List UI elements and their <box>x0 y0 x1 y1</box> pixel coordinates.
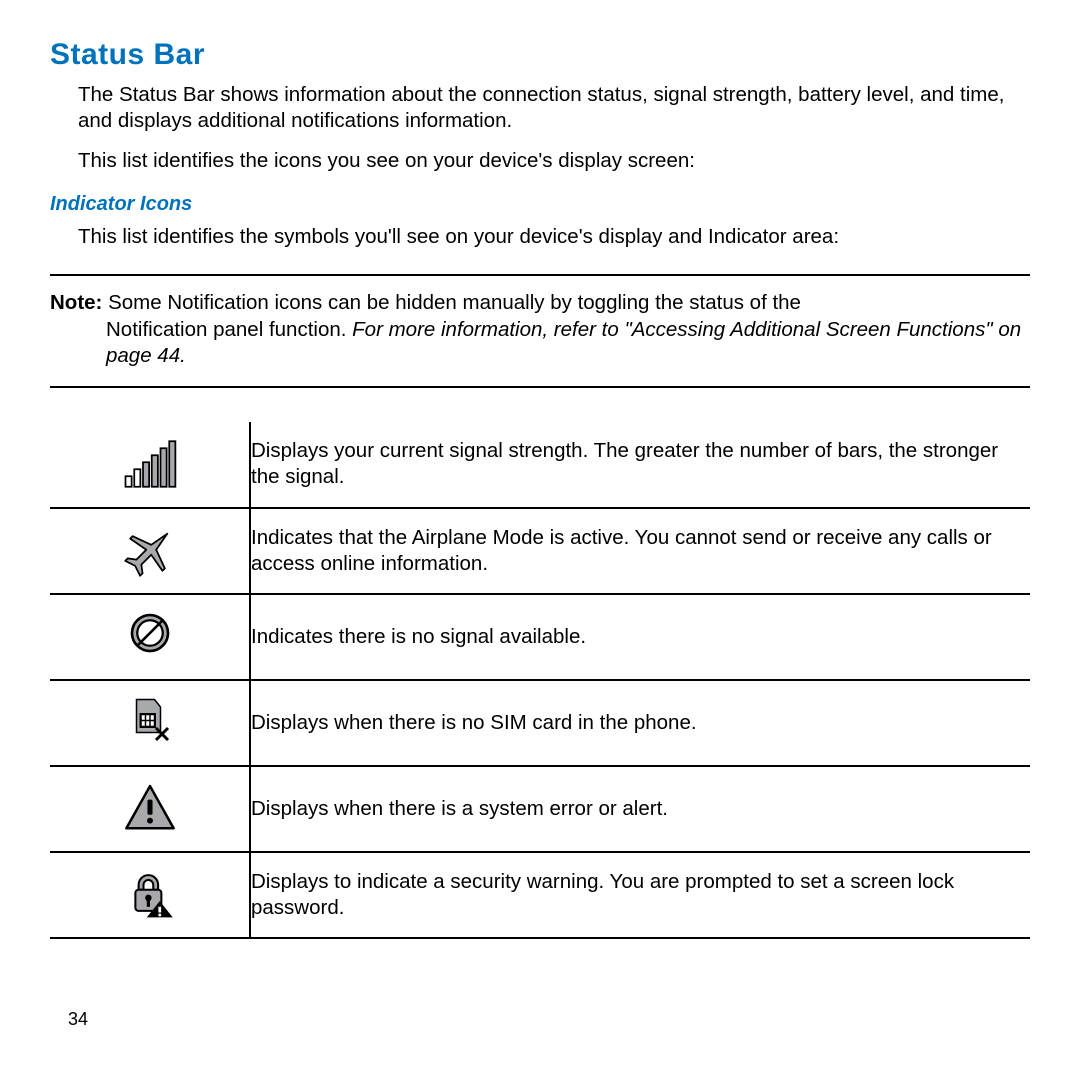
table-row: Indicates that the Airplane Mode is acti… <box>50 508 1030 594</box>
intro-paragraph-2: This list identifies the icons you see o… <box>78 148 1030 174</box>
note-block: Note: Some Notification icons can be hid… <box>50 274 1030 388</box>
icon-description: Indicates there is no signal available. <box>250 594 1030 680</box>
icon-description: Displays your current signal strength. T… <box>250 422 1030 508</box>
indicator-icons-table: Displays your current signal strength. T… <box>50 422 1030 939</box>
no-signal-icon <box>122 609 178 665</box>
security-warning-icon <box>122 867 178 923</box>
icon-description: Indicates that the Airplane Mode is acti… <box>250 508 1030 594</box>
page-number: 34 <box>68 1009 88 1030</box>
subheading-description: This list identifies the symbols you'll … <box>78 224 1030 250</box>
icon-description: Displays to indicate a security warning.… <box>250 852 1030 938</box>
table-row: Indicates there is no signal available. <box>50 594 1030 680</box>
note-line2-plain: Notification panel function. <box>106 318 352 341</box>
intro-paragraph-1: The Status Bar shows information about t… <box>78 82 1030 134</box>
subheading-indicator-icons: Indicator Icons <box>50 193 1030 216</box>
no-sim-icon <box>122 695 178 751</box>
system-alert-icon <box>122 781 178 837</box>
note-line1: Some Notification icons can be hidden ma… <box>102 291 801 314</box>
icon-description: Displays when there is no SIM card in th… <box>250 680 1030 766</box>
signal-strength-icon <box>122 436 178 492</box>
icon-description: Displays when there is a system error or… <box>250 766 1030 852</box>
airplane-mode-icon <box>122 523 178 579</box>
note-label: Note: <box>50 291 102 314</box>
table-row: Displays when there is a system error or… <box>50 766 1030 852</box>
table-row: Displays to indicate a security warning.… <box>50 852 1030 938</box>
page-title: Status Bar <box>50 38 1030 72</box>
table-row: Displays your current signal strength. T… <box>50 422 1030 508</box>
table-row: Displays when there is no SIM card in th… <box>50 680 1030 766</box>
